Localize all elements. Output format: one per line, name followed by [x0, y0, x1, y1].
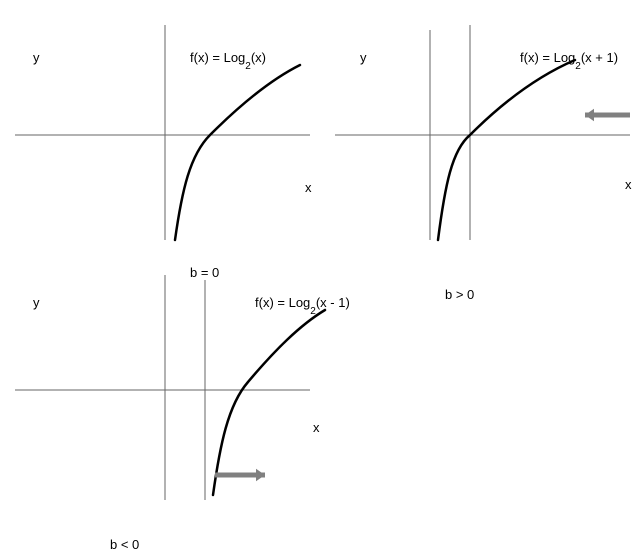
fn-subscript: 2	[245, 61, 251, 72]
log-curve	[213, 310, 325, 495]
b-condition: b > 0	[445, 287, 474, 302]
fn-pre: f(x) = Log	[255, 295, 310, 310]
function-label: f(x) = Log2(x - 1)	[255, 295, 350, 314]
axis-label-y: y	[33, 50, 40, 65]
arrow-head	[585, 109, 594, 122]
fn-post: (x + 1)	[581, 50, 618, 65]
log-curve	[438, 60, 575, 240]
axis-label-x: x	[305, 180, 312, 195]
fn-pre: f(x) = Log	[190, 50, 245, 65]
fn-subscript: 2	[575, 61, 581, 72]
figure-canvas: yxb = 0f(x) = Log2(x)yxb > 0f(x) = Log2(…	[0, 0, 642, 553]
axis-label-y: y	[33, 295, 40, 310]
axis-label-y: y	[360, 50, 367, 65]
panel-topleft	[10, 20, 320, 250]
axis-label-x: x	[625, 177, 632, 192]
fn-post: (x)	[251, 50, 266, 65]
fn-subscript: 2	[310, 306, 316, 317]
fn-pre: f(x) = Log	[520, 50, 575, 65]
log-curve	[175, 65, 300, 240]
axis-label-x: x	[313, 420, 320, 435]
function-label: f(x) = Log2(x + 1)	[520, 50, 618, 69]
b-condition: b < 0	[110, 537, 139, 552]
arrow-head	[256, 469, 265, 482]
fn-post: (x - 1)	[316, 295, 350, 310]
function-label: f(x) = Log2(x)	[190, 50, 266, 69]
